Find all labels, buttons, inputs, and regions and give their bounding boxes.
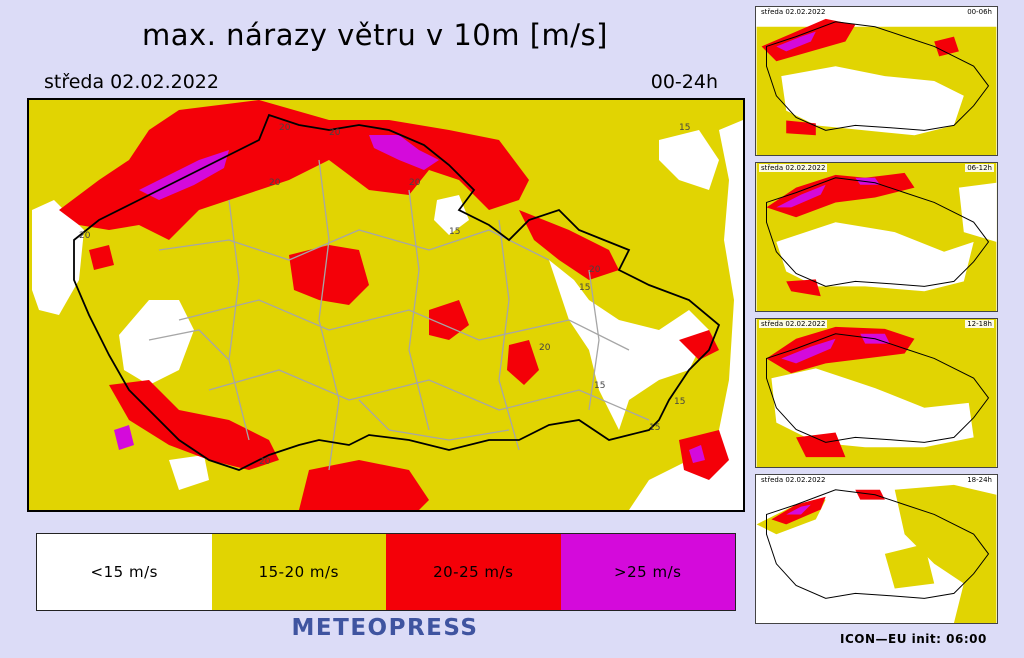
legend-item-below-15: <15 m/s xyxy=(37,534,212,610)
white-area-sw xyxy=(169,455,209,490)
legend-label: >25 m/s xyxy=(614,563,682,581)
contour-label: 20 xyxy=(259,457,271,467)
brand-logo: METEOPRESS xyxy=(291,615,479,641)
magenta-area-southeast xyxy=(689,445,705,463)
white-area-central-west xyxy=(119,300,194,385)
main-map-svg: 15 20 20 20 20 15 15 20 20 15 15 20 15 2… xyxy=(29,100,743,510)
legend-label: 15-20 m/s xyxy=(258,563,339,581)
main-wind-gust-map: 15 20 20 20 20 15 15 20 20 15 15 20 15 2… xyxy=(27,98,745,512)
mini-map-svg xyxy=(756,475,997,623)
panel-period: 00-06h xyxy=(965,8,994,16)
czech-border xyxy=(73,113,721,471)
legend-item-above-25: >25 m/s xyxy=(560,534,735,610)
contour-label: 20 xyxy=(279,123,291,133)
red-area-northeast xyxy=(519,210,619,280)
red-area-central xyxy=(429,300,469,340)
white-area-west xyxy=(32,200,84,315)
contour-label: 15 xyxy=(579,283,590,293)
mini-map-18-24: středa 02.02.2022 18-24h xyxy=(755,474,998,624)
mini-map-12-18: středa 02.02.2022 12-18h xyxy=(755,318,998,468)
contour-labels: 15 20 20 20 20 15 15 20 20 15 15 20 15 2… xyxy=(79,123,690,467)
contour-label: 15 xyxy=(674,397,685,407)
color-legend: <15 m/s 15-20 m/s 20-25 m/s >25 m/s xyxy=(36,533,736,611)
magenta-area-ore-mountains xyxy=(139,150,229,200)
red-area-south xyxy=(299,460,429,510)
contour-label: 20 xyxy=(409,178,421,188)
panel-period: 12-18h xyxy=(965,320,994,328)
contour-label: 20 xyxy=(329,128,341,138)
district-boundaries xyxy=(148,159,650,471)
magenta-area-krkonose xyxy=(369,135,439,170)
panel-period: 06-12h xyxy=(965,164,994,172)
legend-item-20-25: 20-25 m/s xyxy=(386,534,561,610)
red-area-southeast xyxy=(679,430,729,480)
forecast-period: 00-24h xyxy=(650,71,718,93)
white-area-east xyxy=(629,120,743,510)
mini-map-06-12: středa 02.02.2022 06-12h xyxy=(755,162,998,312)
panel-period: 18-24h xyxy=(965,476,994,484)
contour-label: 15 xyxy=(649,423,660,433)
contour-label: 15 xyxy=(449,227,460,237)
contour-label: 15 xyxy=(594,381,605,391)
red-area-southwest xyxy=(109,380,279,470)
magenta-area-southwest xyxy=(114,425,134,450)
legend-item-15-20: 15-20 m/s xyxy=(211,534,386,610)
panel-date: středa 02.02.2022 xyxy=(759,320,828,328)
panel-date: středa 02.02.2022 xyxy=(759,164,828,172)
red-area-central-bohemia xyxy=(289,245,369,305)
legend-label: 20-25 m/s xyxy=(433,563,514,581)
contour-label: 20 xyxy=(589,265,601,275)
mini-map-svg xyxy=(756,7,997,155)
contour-label: 15 xyxy=(679,123,690,133)
panel-date: středa 02.02.2022 xyxy=(759,8,828,16)
red-area-vysocina xyxy=(507,340,539,385)
mini-map-svg xyxy=(756,319,997,467)
contour-label: 20 xyxy=(539,343,551,353)
mini-map-svg xyxy=(756,163,997,311)
forecast-date: středa 02.02.2022 xyxy=(44,71,219,93)
white-area-north xyxy=(434,195,469,235)
white-area-ne xyxy=(659,130,719,190)
contour-label: 20 xyxy=(269,178,281,188)
white-area-east-moravia xyxy=(549,260,709,430)
mini-map-00-06: středa 02.02.2022 00-06h xyxy=(755,6,998,156)
red-area-northwest-small xyxy=(89,245,114,270)
contour-label: 20 xyxy=(79,231,91,241)
model-info: ICON—EU init: 06:00 xyxy=(840,632,987,646)
legend-label: <15 m/s xyxy=(90,563,158,581)
red-area-north-ore-mountains xyxy=(59,100,529,240)
panel-date: středa 02.02.2022 xyxy=(759,476,828,484)
map-title: max. nárazy větru v 10m [m/s] xyxy=(142,18,608,52)
red-area-east xyxy=(679,330,719,360)
